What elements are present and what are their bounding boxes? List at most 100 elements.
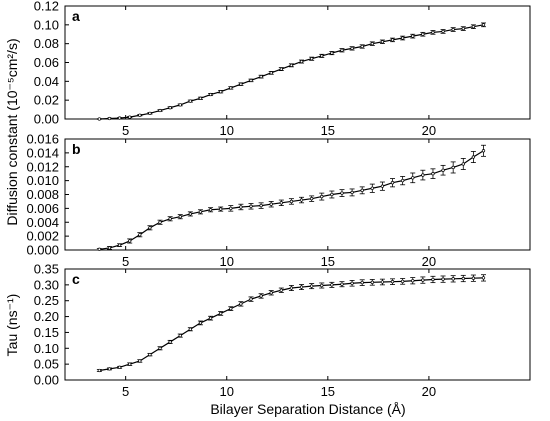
y-tick-label: 0.012	[26, 159, 59, 174]
data-point	[148, 226, 152, 230]
data-point	[431, 30, 435, 35]
data-point	[380, 280, 385, 284]
data-point	[441, 29, 445, 34]
data-point	[249, 78, 253, 83]
data-point	[320, 194, 324, 199]
data-point	[370, 42, 374, 46]
series-line	[99, 277, 484, 372]
panel-c: 0.000.050.100.150.200.250.300.35 5 10 15 20 c	[34, 262, 531, 399]
data-point	[188, 212, 192, 216]
data-point	[310, 197, 314, 201]
data-point	[411, 176, 415, 180]
data-point	[350, 46, 354, 51]
data-point	[481, 276, 486, 280]
data-point	[441, 277, 445, 281]
data-point	[471, 155, 476, 159]
y-axis-title-diffusion: Diffusion constant (10⁻⁵cm²/s)	[4, 38, 20, 225]
data-point	[279, 288, 283, 292]
data-point	[310, 57, 314, 61]
data-point	[249, 204, 253, 208]
data-point	[411, 34, 415, 38]
data-point	[168, 340, 172, 344]
data-point	[471, 276, 476, 280]
data-point	[451, 277, 455, 281]
data-point	[350, 190, 354, 195]
data-point	[158, 220, 162, 224]
data-point	[128, 239, 132, 243]
data-point	[481, 149, 486, 153]
x-tick-label: 5	[122, 384, 129, 399]
y-tick-label: 0.04	[34, 74, 59, 89]
data-point	[208, 208, 213, 212]
data-point	[259, 294, 263, 298]
y-axis-title-tau: Tau (ns⁻¹)	[4, 294, 20, 357]
data-point	[269, 291, 273, 295]
data-point	[188, 99, 192, 103]
data-point	[340, 191, 344, 195]
data-point	[340, 282, 344, 286]
y-tick-label: 0.20	[34, 309, 59, 324]
x-tick-label: 15	[321, 123, 335, 138]
data-point	[128, 362, 132, 366]
data-point	[178, 333, 182, 338]
data-point	[400, 178, 405, 183]
y-tick-label: 0.006	[26, 201, 59, 216]
data-point	[330, 51, 334, 55]
y-tick-label: 0.06	[34, 55, 59, 70]
data-point	[330, 283, 334, 287]
data-point	[269, 202, 273, 206]
panel-letter: a	[72, 8, 80, 24]
data-point	[259, 74, 263, 79]
data-point	[219, 311, 223, 316]
data-point	[178, 103, 182, 107]
y-tick-label: 0.000	[26, 243, 59, 258]
data-point	[400, 279, 405, 284]
y-tick-label: 0.25	[34, 293, 59, 308]
data-point	[310, 284, 314, 288]
data-point	[229, 306, 233, 311]
data-point	[421, 173, 425, 177]
data-point	[380, 40, 385, 44]
data-point	[219, 90, 223, 94]
data-point	[390, 181, 395, 185]
data-point	[461, 26, 465, 31]
data-point	[239, 302, 243, 306]
panel-letter: b	[72, 141, 81, 157]
data-point	[198, 210, 203, 214]
data-point	[229, 86, 233, 90]
data-point	[370, 280, 374, 284]
data-point	[461, 276, 465, 281]
data-point	[229, 206, 233, 211]
data-point	[299, 285, 304, 289]
data-point	[360, 280, 364, 285]
data-point	[239, 205, 243, 209]
data-point	[148, 111, 152, 115]
plot-frame	[64, 268, 531, 381]
data-point	[370, 186, 374, 190]
data-point	[138, 233, 142, 237]
y-tick-label: 0.10	[34, 17, 59, 32]
data-point	[340, 48, 344, 52]
data-point	[441, 168, 445, 172]
x-tick-label: 10	[220, 384, 234, 399]
y-tick-label: 0.016	[26, 132, 59, 147]
data-point	[269, 71, 273, 75]
data-point	[421, 32, 425, 36]
data-point	[289, 199, 294, 204]
data-point	[219, 207, 223, 211]
data-point	[259, 203, 263, 208]
x-tick-label: 15	[321, 254, 335, 269]
data-point	[117, 243, 122, 247]
data-point	[360, 188, 364, 192]
data-point	[360, 44, 364, 49]
data-point	[390, 280, 395, 284]
y-tick-label: 0.05	[34, 357, 59, 372]
data-point	[320, 54, 324, 58]
data-point	[107, 246, 112, 250]
y-tick-label: 0.00	[34, 112, 59, 127]
data-point	[431, 277, 435, 282]
y-tick-label: 0.10	[34, 341, 59, 356]
data-point	[158, 346, 162, 350]
data-point	[299, 198, 304, 202]
